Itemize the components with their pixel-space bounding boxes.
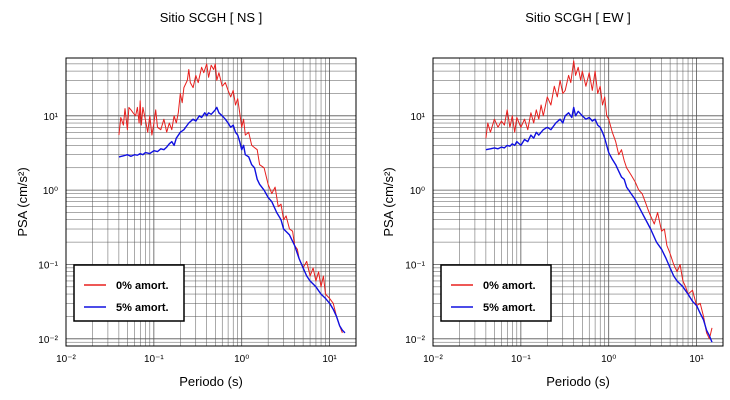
x-tick-labels: 10⁻² 10⁻¹ 10⁰ 10¹ [56, 354, 337, 365]
plot-frame [65, 57, 357, 347]
chart-panel-ew: Sitio SCGH [ EW ] 10⁻² 10⁻¹ 10⁰ 10¹ 10⁻²10⁻… [381, 10, 724, 389]
y-tick-label: 10⁰ [410, 186, 425, 197]
legend-box [440, 264, 552, 322]
series-lines [118, 63, 346, 334]
y-axis-label: PSA (cm/s²) [15, 167, 30, 236]
x-tick-labels: 10⁻² 10⁻¹ 10⁰ 10¹ [423, 354, 704, 365]
series-lines [485, 60, 713, 343]
grid [65, 57, 357, 347]
x-tick-label: 10¹ [689, 354, 704, 365]
x-tick-label: 10⁰ [601, 354, 616, 365]
series-line-0pct [485, 60, 713, 340]
y-tick-label: 10⁰ [43, 186, 58, 197]
chart-panel-ns: Sitio SCGH [ NS ] 10⁻² 10⁻¹ 10⁰ 10¹ 10⁻²10⁻… [15, 10, 357, 389]
y-axis-label: PSA (cm/s²) [381, 167, 396, 236]
series-line-0pct [118, 63, 343, 334]
y-tick-label: 10⁻² [38, 335, 58, 346]
x-tick-label: 10⁻¹ [144, 354, 164, 365]
legend-label-5pct: 5% amort. [116, 302, 169, 314]
x-tick-label: 10⁻² [56, 354, 76, 365]
legend-label-0pct: 0% amort. [116, 280, 169, 292]
legend-label-0pct: 0% amort. [483, 280, 536, 292]
y-tick-labels: 10⁻² 10⁻¹ 10⁰ 10¹ [38, 112, 58, 346]
legend-label-5pct: 5% amort. [483, 302, 536, 314]
x-tick-label: 10⁰ [234, 354, 249, 365]
series-line-5pct [118, 106, 346, 334]
series-line-5pct [485, 106, 713, 343]
x-axis-label: Periodo (s) [179, 374, 243, 389]
legend: 0% amort. 5% amort. [73, 264, 185, 322]
legend-box [73, 264, 185, 322]
x-tick-label: 10⁻¹ [511, 354, 531, 365]
chart-title: Sitio SCGH [ NS ] [160, 10, 263, 25]
y-tick-label: 10¹ [44, 112, 59, 123]
y-tick-label: 10⁻¹ [405, 260, 425, 271]
chart-title: Sitio SCGH [ EW ] [525, 10, 630, 25]
y-tick-label: 10¹ [411, 112, 426, 123]
y-tick-labels: 10⁻² 10⁻¹ 10⁰ 10¹ [405, 112, 425, 346]
y-tick-label: 10⁻² [405, 335, 425, 346]
plot-frame [432, 57, 724, 347]
y-tick-label: 10⁻¹ [38, 260, 58, 271]
x-tick-label: 10⁻² [423, 354, 443, 365]
legend: 0% amort. 5% amort. [440, 264, 552, 322]
x-axis-label: Periodo (s) [546, 374, 610, 389]
x-tick-label: 10¹ [322, 354, 337, 365]
